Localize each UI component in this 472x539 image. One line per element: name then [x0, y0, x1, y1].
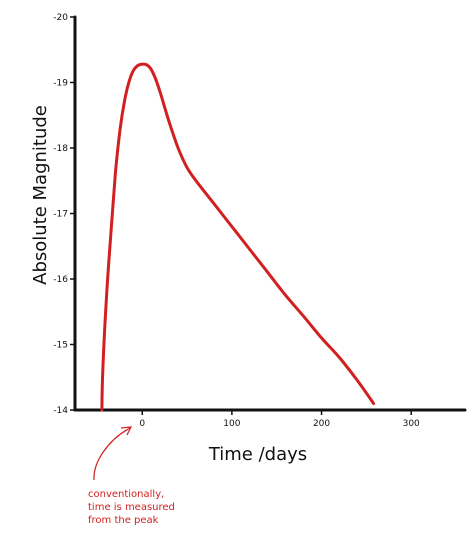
y-tick-label: -20: [53, 13, 68, 23]
y-tick-label: -15: [53, 341, 68, 351]
x-axis-title: Time /days: [208, 444, 307, 465]
annotation-arrowhead: [120, 426, 133, 436]
series: [100, 62, 376, 412]
x-tick-label: 300: [403, 419, 420, 429]
annotation-line-3: from the peak: [88, 515, 159, 526]
light-curve-line: [100, 62, 376, 412]
y-tick-label: -17: [53, 210, 68, 220]
y-tick-label: -14: [53, 406, 68, 416]
x-tick-label: 200: [313, 419, 330, 429]
annotation-line-2: time is measured: [88, 502, 175, 513]
ticks: -20 -19 -18 -17 -16 -15 -14 0 100 200 300: [53, 13, 420, 429]
y-axis-title: Absolute Magnitude: [30, 105, 51, 285]
axes: [73, 15, 467, 412]
y-tick-label: -19: [53, 79, 68, 89]
annotation-line-1: conventionally,: [88, 489, 164, 500]
x-tick-label: 100: [223, 419, 240, 429]
annotation-arrow: [93, 427, 131, 481]
peak-annotation: conventionally, time is measured from th…: [88, 426, 175, 526]
y-tick-label: -16: [53, 275, 68, 285]
x-tick-label: 0: [139, 419, 145, 429]
y-tick-label: -18: [53, 144, 68, 154]
